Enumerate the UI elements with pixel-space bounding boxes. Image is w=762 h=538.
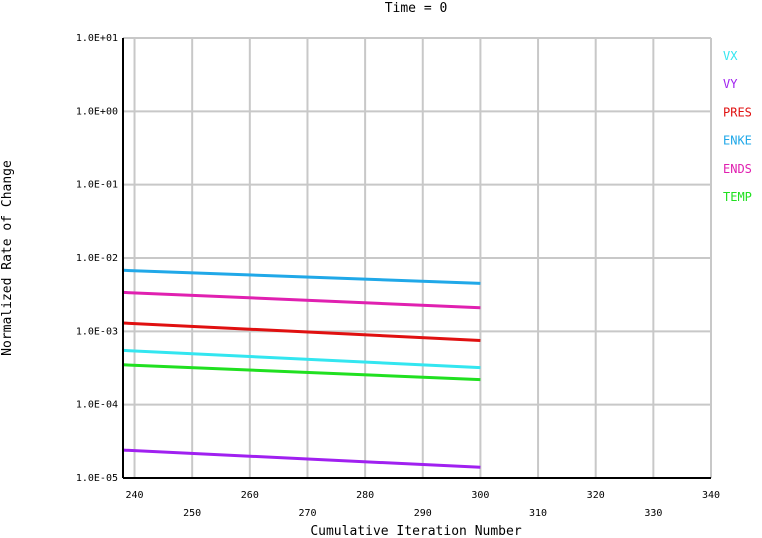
legend-entry-vx: VX [723, 49, 738, 63]
x-tick-label: 310 [529, 508, 547, 519]
x-tick-label: 330 [644, 508, 662, 519]
legend-entry-enke: ENKE [723, 134, 752, 148]
y-tick-label: 1.0E-02 [76, 253, 118, 264]
legend-entry-vy: VY [723, 77, 738, 91]
legend: VX VY PRES ENKE ENDS TEMP [723, 49, 752, 204]
x-tick-label: 290 [414, 508, 432, 519]
y-axis-title: Normalized Rate of Change [0, 160, 15, 356]
x-tick-label: 320 [587, 490, 605, 501]
y-tick-label: 1.0E-05 [76, 473, 118, 484]
legend-entry-ends: ENDS [723, 162, 752, 176]
x-tick-label: 250 [183, 508, 201, 519]
y-tick-label: 1.0E-01 [76, 180, 118, 191]
y-tick-label: 1.0E-03 [76, 326, 118, 337]
y-tick-label: 1.0E-04 [76, 400, 118, 411]
series-line-ends [122, 290, 481, 310]
x-tick-label: 340 [702, 490, 720, 501]
series-line-vx [122, 348, 481, 370]
x-tick-label: 270 [298, 508, 316, 519]
y-tick-label: 1.0E+01 [76, 33, 118, 44]
legend-entry-temp: TEMP [723, 190, 752, 204]
series-line-enke [122, 268, 481, 285]
series-line-temp [122, 363, 481, 382]
x-tick-label: 240 [125, 490, 143, 501]
y-tick-labels: 1.0E+01 1.0E+00 1.0E-01 1.0E-02 1.0E-03 1.0E-… [76, 33, 118, 484]
grid-lines [123, 37, 712, 479]
chart-title: Time = 0 [385, 1, 448, 16]
y-tick-label: 1.0E+00 [76, 106, 118, 117]
series-line-vy [122, 448, 481, 469]
series-line-pres [122, 321, 481, 342]
series-lines [122, 268, 481, 469]
x-tick-label: 260 [241, 490, 259, 501]
x-axis-title: Cumulative Iteration Number [310, 524, 521, 538]
legend-entry-pres: PRES [723, 105, 752, 119]
x-tick-label: 280 [356, 490, 374, 501]
axes [122, 38, 711, 479]
x-tick-labels: 240 250 260 270 280 290 300 310 320 330 340 [125, 490, 720, 519]
x-tick-label: 300 [471, 490, 489, 501]
